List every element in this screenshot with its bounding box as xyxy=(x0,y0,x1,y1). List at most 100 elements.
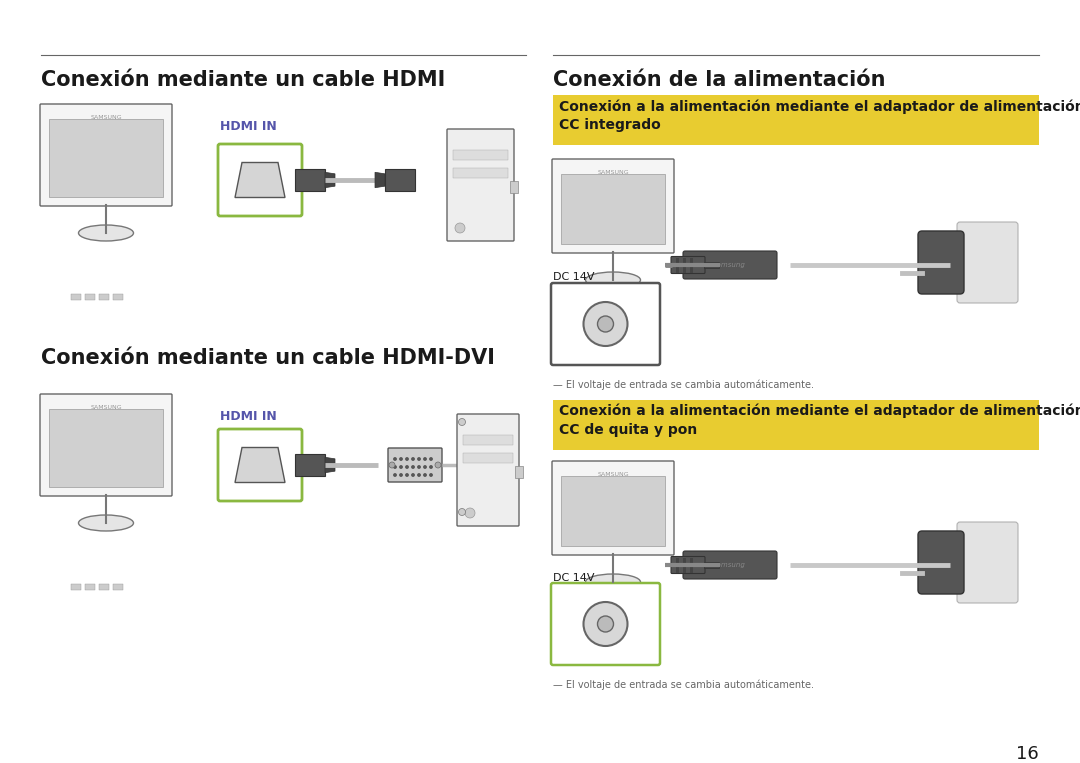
FancyBboxPatch shape xyxy=(388,448,442,482)
Bar xyxy=(597,333,607,339)
Text: HDMI IN: HDMI IN xyxy=(220,410,276,423)
Circle shape xyxy=(389,462,395,468)
Bar xyxy=(85,584,95,590)
Bar xyxy=(704,262,719,268)
Circle shape xyxy=(465,508,475,518)
Text: SAMSUNG: SAMSUNG xyxy=(91,405,122,410)
Bar xyxy=(597,635,607,641)
Circle shape xyxy=(411,458,415,460)
Bar xyxy=(611,333,621,339)
FancyBboxPatch shape xyxy=(552,461,674,555)
FancyBboxPatch shape xyxy=(218,144,302,216)
Bar xyxy=(71,584,81,590)
Bar xyxy=(510,181,518,193)
Bar xyxy=(683,558,686,572)
FancyBboxPatch shape xyxy=(552,159,674,253)
Circle shape xyxy=(423,465,427,468)
Text: SAMSUNG: SAMSUNG xyxy=(91,115,122,120)
Bar xyxy=(384,169,415,191)
Polygon shape xyxy=(325,172,335,188)
Circle shape xyxy=(430,474,432,476)
Bar xyxy=(99,294,109,300)
Bar xyxy=(683,257,686,272)
Circle shape xyxy=(411,465,415,468)
Circle shape xyxy=(583,602,627,646)
Bar xyxy=(71,294,81,300)
Circle shape xyxy=(597,616,613,632)
FancyBboxPatch shape xyxy=(683,551,777,579)
Bar xyxy=(113,294,123,300)
Circle shape xyxy=(400,458,402,460)
Circle shape xyxy=(394,474,396,476)
Bar xyxy=(463,435,513,445)
Circle shape xyxy=(418,474,420,476)
Text: — El voltaje de entrada se cambia automáticamente.: — El voltaje de entrada se cambia automá… xyxy=(553,380,814,391)
Circle shape xyxy=(435,462,441,468)
FancyBboxPatch shape xyxy=(671,556,705,574)
Bar xyxy=(295,169,325,191)
Bar xyxy=(99,584,109,590)
Text: Conexión a la alimentación mediante el adaptador de alimentación CA/
CC de quita: Conexión a la alimentación mediante el a… xyxy=(559,404,1080,437)
Text: SAMSUNG: SAMSUNG xyxy=(597,472,629,477)
FancyBboxPatch shape xyxy=(957,522,1018,603)
Circle shape xyxy=(430,465,432,468)
Bar xyxy=(49,119,163,197)
Text: 16: 16 xyxy=(1016,745,1039,763)
Text: Conexión mediante un cable HDMI: Conexión mediante un cable HDMI xyxy=(41,70,445,90)
Bar xyxy=(625,333,635,339)
Text: — El voltaje de entrada se cambia automáticamente.: — El voltaje de entrada se cambia automá… xyxy=(553,680,814,691)
Text: samsung: samsung xyxy=(714,562,746,568)
Bar xyxy=(676,558,679,572)
Polygon shape xyxy=(235,163,285,198)
Polygon shape xyxy=(375,172,384,188)
Bar xyxy=(625,635,635,641)
FancyBboxPatch shape xyxy=(40,394,172,496)
Bar xyxy=(690,257,693,272)
Bar xyxy=(113,584,123,590)
Bar xyxy=(295,454,325,476)
Bar xyxy=(583,333,593,339)
Circle shape xyxy=(430,458,432,460)
Circle shape xyxy=(406,474,408,476)
Circle shape xyxy=(455,223,465,233)
Circle shape xyxy=(583,302,627,346)
FancyBboxPatch shape xyxy=(457,414,519,526)
Text: SAMSUNG: SAMSUNG xyxy=(597,170,629,175)
Ellipse shape xyxy=(585,272,640,288)
FancyBboxPatch shape xyxy=(551,283,660,365)
Polygon shape xyxy=(325,457,335,473)
FancyBboxPatch shape xyxy=(40,104,172,206)
Bar xyxy=(561,476,665,546)
Circle shape xyxy=(406,465,408,468)
FancyBboxPatch shape xyxy=(918,531,964,594)
Text: samsung: samsung xyxy=(714,262,746,268)
Ellipse shape xyxy=(585,574,640,590)
Polygon shape xyxy=(235,448,285,482)
Circle shape xyxy=(418,458,420,460)
Circle shape xyxy=(400,465,402,468)
Circle shape xyxy=(411,474,415,476)
Bar xyxy=(515,466,523,478)
Bar xyxy=(704,562,719,568)
Circle shape xyxy=(418,465,420,468)
Bar xyxy=(611,635,621,641)
Circle shape xyxy=(423,474,427,476)
Text: Conexión a la alimentación mediante el adaptador de alimentación CA/
CC integrad: Conexión a la alimentación mediante el a… xyxy=(559,99,1080,132)
Bar xyxy=(85,294,95,300)
Circle shape xyxy=(459,508,465,516)
FancyBboxPatch shape xyxy=(671,256,705,273)
Circle shape xyxy=(400,474,402,476)
Bar xyxy=(676,257,679,272)
Bar xyxy=(453,150,508,160)
FancyBboxPatch shape xyxy=(218,429,302,501)
Text: DC 14V: DC 14V xyxy=(553,272,594,282)
Text: Conexión de la alimentación: Conexión de la alimentación xyxy=(553,70,886,90)
Bar xyxy=(49,409,163,487)
Circle shape xyxy=(459,418,465,426)
Text: HDMI IN: HDMI IN xyxy=(220,120,276,133)
Bar xyxy=(690,558,693,572)
Circle shape xyxy=(423,458,427,460)
FancyBboxPatch shape xyxy=(918,231,964,294)
Circle shape xyxy=(394,458,396,460)
Circle shape xyxy=(394,465,396,468)
